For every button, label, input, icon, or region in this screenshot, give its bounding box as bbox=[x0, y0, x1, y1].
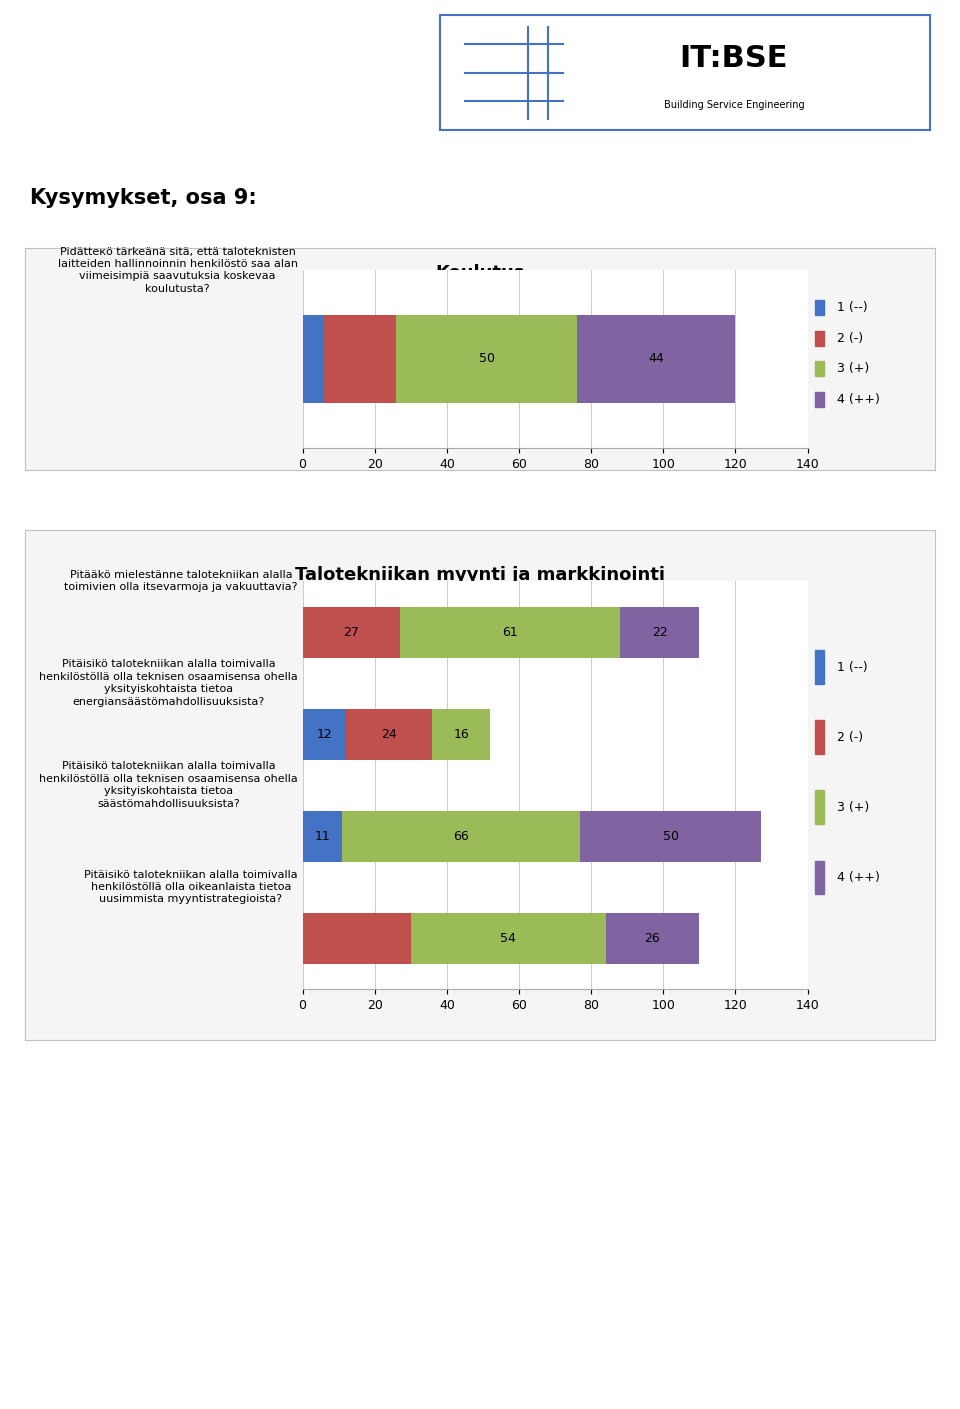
Text: 66: 66 bbox=[453, 830, 469, 843]
Text: Pitääkö mielestänne talotekniikan alalla
toimivien olla itsevarmoja ja vakuuttav: Pitääkö mielestänne talotekniikan alalla… bbox=[64, 569, 298, 592]
Text: Pidättекö tärkeänä sitä, että taloteknisten
laitteiden hallinnoinnin henkilöstö : Pidättекö tärkeänä sitä, että taloteknis… bbox=[58, 247, 298, 294]
Text: 50: 50 bbox=[478, 352, 494, 365]
Bar bbox=[815, 300, 825, 316]
Bar bbox=[302, 606, 400, 658]
Text: 27: 27 bbox=[344, 626, 359, 638]
Bar bbox=[815, 790, 825, 824]
Bar bbox=[324, 314, 396, 403]
Bar bbox=[432, 709, 491, 759]
Text: 44: 44 bbox=[648, 352, 664, 365]
Text: 2 (-): 2 (-) bbox=[837, 331, 863, 345]
Bar bbox=[342, 810, 581, 861]
Bar bbox=[400, 606, 620, 658]
Text: Pitäisikö talotekniikan alalla toimivalla
henkilöstöllä olla teknisen osaamisens: Pitäisikö talotekniikan alalla toimivall… bbox=[39, 761, 298, 809]
Text: Pitäisikö talotekniikan alalla toimivalla
henkilöstöllä olla oikeanlaista tietoa: Pitäisikö talotekniikan alalla toimivall… bbox=[84, 869, 298, 905]
Bar bbox=[302, 709, 346, 759]
Text: IT:BSE: IT:BSE bbox=[680, 44, 788, 73]
Text: 2 (-): 2 (-) bbox=[837, 731, 863, 744]
Text: 11: 11 bbox=[315, 830, 330, 843]
Bar bbox=[577, 314, 735, 403]
Text: 50: 50 bbox=[662, 830, 679, 843]
Bar bbox=[302, 913, 411, 964]
Text: 12: 12 bbox=[317, 727, 332, 741]
Bar bbox=[396, 314, 577, 403]
Bar bbox=[815, 331, 825, 345]
Bar bbox=[815, 720, 825, 754]
Text: 3 (+): 3 (+) bbox=[837, 362, 870, 375]
Bar bbox=[302, 314, 324, 403]
Text: 61: 61 bbox=[502, 626, 517, 638]
Text: 16: 16 bbox=[453, 727, 469, 741]
Text: Building Service Engineering: Building Service Engineering bbox=[663, 100, 804, 110]
Bar bbox=[346, 709, 432, 759]
Bar bbox=[581, 810, 760, 861]
Bar bbox=[815, 861, 825, 895]
Text: Koulutus: Koulutus bbox=[435, 263, 525, 282]
Text: Kysymykset, osa 9:: Kysymykset, osa 9: bbox=[30, 187, 256, 207]
Text: 4 (++): 4 (++) bbox=[837, 393, 880, 406]
Bar bbox=[411, 913, 606, 964]
Text: 26: 26 bbox=[644, 931, 660, 944]
Text: 54: 54 bbox=[500, 931, 516, 944]
Bar bbox=[606, 913, 700, 964]
Bar bbox=[815, 650, 825, 683]
Bar bbox=[815, 392, 825, 407]
Text: 4 (++): 4 (++) bbox=[837, 871, 880, 883]
Text: 24: 24 bbox=[381, 727, 397, 741]
Text: 22: 22 bbox=[652, 626, 667, 638]
Text: 1 (--): 1 (--) bbox=[837, 661, 868, 674]
Text: 1 (--): 1 (--) bbox=[837, 302, 868, 314]
Bar bbox=[815, 361, 825, 376]
Bar bbox=[620, 606, 700, 658]
Text: Pitäisikö talotekniikan alalla toimivalla
henkilöstöllä olla teknisen osaamisens: Pitäisikö talotekniikan alalla toimivall… bbox=[39, 659, 298, 706]
Text: 3 (+): 3 (+) bbox=[837, 800, 870, 814]
Text: Talotekniikan myynti ja markkinointi: Talotekniikan myynti ja markkinointi bbox=[295, 565, 665, 583]
Bar bbox=[302, 810, 342, 861]
